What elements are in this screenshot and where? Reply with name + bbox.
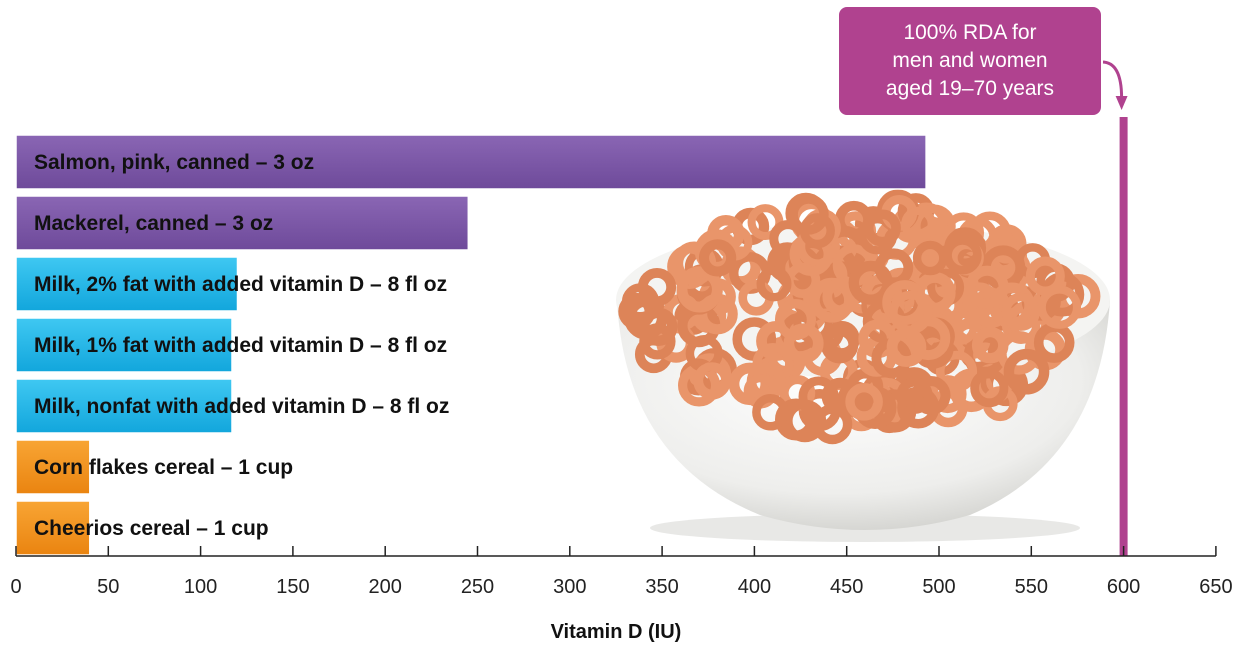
rda-callout-line: men and women — [892, 49, 1047, 72]
cereal-ring — [845, 382, 883, 421]
cereal-ring — [693, 362, 731, 400]
bar-4 — [15, 378, 233, 434]
bar-0 — [15, 134, 927, 190]
x-tick-label: 100 — [184, 576, 217, 598]
cereal-ring — [676, 266, 723, 313]
rda-callout-line: aged 19–70 years — [886, 77, 1054, 100]
cereal-ring — [971, 326, 1009, 364]
x-tick-label: 200 — [369, 576, 402, 598]
rda-reference: 100% RDA for men and women aged 19–70 year… — [837, 5, 1128, 556]
cereal-ring — [965, 265, 1009, 309]
cereal-ring — [698, 239, 737, 277]
x-tick-label: 400 — [738, 576, 771, 598]
x-tick-label: 0 — [10, 576, 21, 598]
bar-3 — [15, 317, 233, 373]
cereal-bowl-image — [616, 189, 1110, 542]
cereal-ring — [752, 394, 789, 431]
cereal-ring — [812, 404, 853, 445]
rda-callout-arrowhead — [1115, 96, 1128, 110]
cereal-ring — [637, 267, 677, 307]
bar-label-5: Corn flakes cereal – 1 cup — [34, 456, 293, 479]
x-tick-label: 150 — [276, 576, 309, 598]
rda-callout-text: 100% RDA for men and women aged 19–70 year… — [886, 21, 1054, 100]
rda-callout-box — [837, 5, 1103, 117]
cereal-ring — [901, 206, 936, 242]
cereal-ring — [863, 209, 901, 247]
cereal-ring — [912, 240, 948, 276]
rda-callout-arrow — [1101, 60, 1124, 99]
bar-2 — [15, 256, 239, 312]
x-tick-label: 500 — [922, 576, 955, 598]
x-tick-label: 600 — [1107, 576, 1140, 598]
cereal-ring — [639, 307, 678, 346]
x-tick-label: 250 — [461, 576, 494, 598]
rda-reference-line — [1119, 117, 1128, 556]
cereal-ring — [756, 266, 792, 302]
bar-label-0: Salmon, pink, canned – 3 oz — [34, 151, 314, 174]
x-tick-label: 650 — [1199, 576, 1232, 598]
cereal-ring — [943, 236, 982, 275]
bar-label-6: Cheerios cereal – 1 cup — [34, 517, 269, 540]
cereal-ring — [874, 248, 914, 288]
cereal-ring — [1037, 285, 1082, 329]
cereal-ring — [1001, 292, 1041, 331]
bar-labels-group: Salmon, pink, canned – 3 oz Mackerel, can… — [34, 151, 449, 540]
x-tick-label: 350 — [645, 576, 678, 598]
x-axis-ticks: 0 50 100 150 200 250 300 350 400 450 500 550 600 650 — [10, 546, 1233, 598]
x-tick-label: 50 — [97, 576, 119, 598]
cereal-ring — [747, 204, 784, 241]
x-tick-label: 300 — [553, 576, 586, 598]
bars-group — [15, 134, 927, 556]
cereal-ring — [788, 194, 829, 235]
cereal-ring — [911, 376, 951, 415]
cereal-ring — [935, 350, 978, 393]
bar-5 — [15, 439, 91, 495]
x-axis: 0 50 100 150 200 250 300 350 400 450 500 550 600 650 … — [10, 546, 1233, 643]
bar-label-4: Milk, nonfat with added vitamin D – 8 fl… — [34, 395, 449, 418]
x-tick-label: 450 — [830, 576, 863, 598]
cereal-rings — [618, 189, 1101, 445]
rda-callout-line: 100% RDA for — [903, 21, 1036, 44]
cereal-ring — [970, 368, 1009, 408]
bar-label-1: Mackerel, canned – 3 oz — [34, 212, 273, 235]
cereal-ring — [783, 323, 824, 364]
cereal-ring — [820, 326, 859, 364]
cereal-ring — [1003, 348, 1050, 395]
bar-1 — [15, 195, 470, 251]
bar-label-2: Milk, 2% fat with added vitamin D – 8 fl… — [34, 273, 447, 296]
x-tick-label: 550 — [1015, 576, 1048, 598]
cereal-ring — [639, 323, 676, 360]
cereal-ring — [886, 327, 927, 368]
bar-6 — [15, 500, 91, 556]
x-axis-title: Vitamin D (IU) — [551, 621, 682, 643]
bar-label-3: Milk, 1% fat with added vitamin D – 8 fl… — [34, 334, 447, 357]
